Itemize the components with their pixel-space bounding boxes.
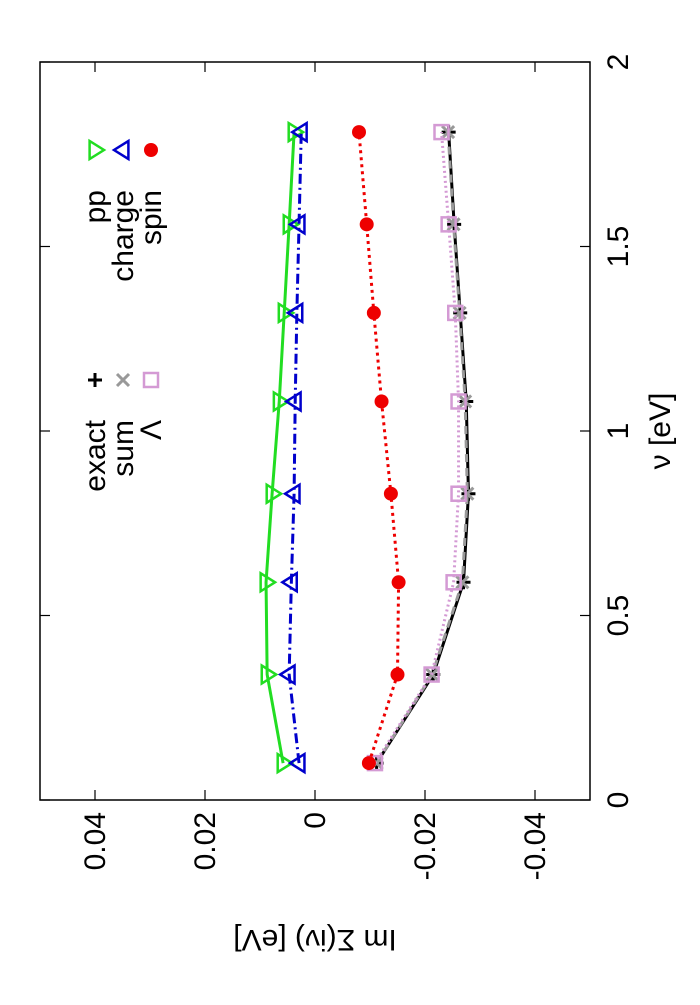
legend-marker xyxy=(88,373,102,387)
legend-marker xyxy=(115,372,131,388)
data-point xyxy=(440,216,457,233)
legend-marker xyxy=(88,138,107,162)
series-line xyxy=(375,132,469,764)
data-point xyxy=(277,301,296,325)
data-point xyxy=(352,125,366,140)
legend-label: exact xyxy=(79,419,112,491)
x-tick-label: 0.5 xyxy=(602,595,635,637)
data-point xyxy=(259,571,278,594)
y-tick-label: -0.04 xyxy=(519,812,552,880)
data-point xyxy=(283,390,302,413)
data-point xyxy=(282,482,301,505)
data-point xyxy=(359,217,374,232)
x-axis-label: ν [eV] xyxy=(644,393,677,470)
data-point xyxy=(272,390,291,413)
series-line xyxy=(373,131,461,764)
data-point xyxy=(277,663,296,686)
y-tick-label: 0.02 xyxy=(189,812,222,870)
y-tick-label: 0.04 xyxy=(79,812,112,870)
data-point xyxy=(276,751,295,775)
legend-marker xyxy=(111,138,130,162)
data-point xyxy=(446,217,461,232)
legend-label: sum xyxy=(107,420,140,477)
data-point xyxy=(450,393,467,410)
legend-marker xyxy=(142,371,160,389)
data-point xyxy=(361,756,376,771)
y-tick-label: -0.02 xyxy=(409,812,442,880)
x-tick-label: 2 xyxy=(602,54,635,71)
data-point xyxy=(265,482,284,505)
legend-label: spin xyxy=(135,190,168,245)
series-line xyxy=(264,132,296,764)
series-line xyxy=(287,132,303,764)
data-point xyxy=(450,485,467,502)
data-point xyxy=(289,120,308,144)
data-point xyxy=(460,486,475,501)
data-point xyxy=(391,575,406,590)
data-point xyxy=(279,571,298,594)
y-axis-label: Im Σ(iν) [eV] xyxy=(233,923,397,956)
data-point xyxy=(366,305,381,320)
data-point xyxy=(287,213,306,236)
data-point xyxy=(287,751,306,775)
rotated-plot: 0 0.5 1 1.5 2 -0.04 -0.02 0 0.02 0.04 ν [eV] Im Σ(i… xyxy=(39,54,677,956)
data-point xyxy=(287,120,306,144)
data-point xyxy=(260,663,279,686)
legend-label: Λ xyxy=(135,420,168,440)
data-point xyxy=(282,213,301,236)
data-point xyxy=(447,304,464,322)
data-point xyxy=(383,486,398,501)
data-point xyxy=(423,666,440,683)
data-point xyxy=(433,123,450,141)
data-point xyxy=(374,394,389,409)
data-point xyxy=(455,575,470,590)
data-point xyxy=(445,574,462,591)
legend-marker xyxy=(144,143,158,157)
data-point xyxy=(285,301,304,325)
x-tick-label: 0 xyxy=(602,792,635,809)
legend-label: pp xyxy=(79,190,112,223)
x-tick-label: 1 xyxy=(602,423,635,440)
y-tick-label: 0 xyxy=(299,812,332,829)
legend-label: charge xyxy=(107,190,140,282)
data-point xyxy=(390,667,405,682)
x-tick-label: 1.5 xyxy=(602,226,635,268)
